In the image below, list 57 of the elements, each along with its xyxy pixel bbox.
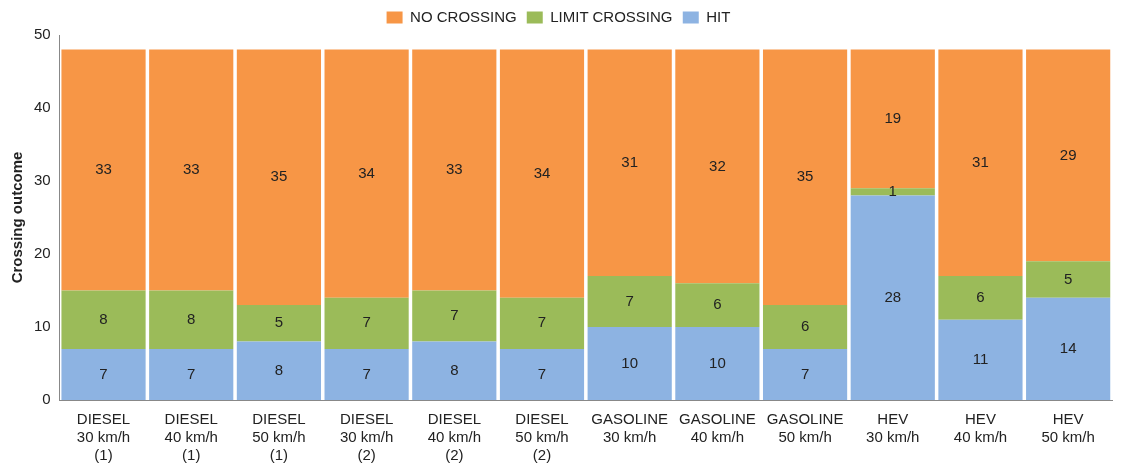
data-label: 35 <box>796 167 814 185</box>
y-tick-label: 0 <box>42 390 51 408</box>
data-label: 7 <box>537 313 547 331</box>
legend-label: HIT <box>706 7 731 25</box>
data-label: 5 <box>1063 269 1073 287</box>
x-tick-label: DIESEL 30 km/h (1) <box>76 410 131 464</box>
data-label: 28 <box>884 287 902 305</box>
data-label: 7 <box>362 313 371 331</box>
x-tick-label: DIESEL 50 km/h (1) <box>252 410 306 464</box>
x-tick-label: DIESEL 40 km/h (2) <box>427 410 481 464</box>
data-label: 10 <box>621 353 639 371</box>
data-label: 33 <box>95 160 112 178</box>
data-label: 7 <box>800 364 810 382</box>
legend-label: LIMIT CROSSING <box>550 7 673 25</box>
data-label: 7 <box>187 364 196 382</box>
x-tick-label: DIESEL 30 km/h (2) <box>339 410 394 464</box>
y-tick-label: 40 <box>34 98 51 116</box>
data-label: 31 <box>972 152 989 170</box>
data-label: 8 <box>450 360 459 378</box>
data-label: 8 <box>99 309 108 327</box>
x-tick-label: GASOLINE 40 km/h <box>679 410 756 446</box>
data-label: 7 <box>450 306 459 324</box>
y-tick-label: 10 <box>34 317 51 335</box>
data-label: 19 <box>884 109 902 127</box>
data-label: 11 <box>972 349 989 367</box>
x-tick-label: HEV 50 km/h <box>1041 410 1095 446</box>
data-label: 8 <box>274 360 284 378</box>
data-label: 34 <box>533 163 551 181</box>
y-tick-label: 30 <box>34 171 51 189</box>
data-label: 14 <box>1059 339 1077 357</box>
data-label: 6 <box>976 287 985 305</box>
data-label: 6 <box>713 295 722 313</box>
data-label: 31 <box>621 152 639 170</box>
data-label: 29 <box>1059 145 1077 163</box>
data-label: 33 <box>445 160 463 178</box>
legend-label: NO CROSSING <box>410 7 517 25</box>
data-label: 34 <box>358 163 375 181</box>
x-tick-label: DIESEL 40 km/h (1) <box>164 410 218 464</box>
y-axis-title: Crossing outcome <box>8 151 26 284</box>
x-tick-label: DIESEL 50 km/h (2) <box>515 410 569 464</box>
data-label: 32 <box>709 156 726 174</box>
data-label: 5 <box>274 313 284 331</box>
data-label: 6 <box>800 317 810 335</box>
x-tick-label: GASOLINE 50 km/h <box>766 410 844 446</box>
data-label: 7 <box>362 364 371 382</box>
data-label: 7 <box>537 364 547 382</box>
y-tick-label: 20 <box>34 244 51 262</box>
data-label: 35 <box>270 167 288 185</box>
data-label: 7 <box>625 291 634 309</box>
x-tick-label: HEV 40 km/h <box>953 410 1008 446</box>
data-label: 7 <box>99 364 108 382</box>
data-label: 8 <box>187 309 196 327</box>
data-label: 33 <box>182 160 200 178</box>
data-label: 10 <box>709 353 726 371</box>
x-tick-label: GASOLINE 30 km/h <box>591 410 669 446</box>
y-tick-label: 50 <box>34 25 51 43</box>
x-tick-label: HEV 30 km/h <box>866 410 920 446</box>
